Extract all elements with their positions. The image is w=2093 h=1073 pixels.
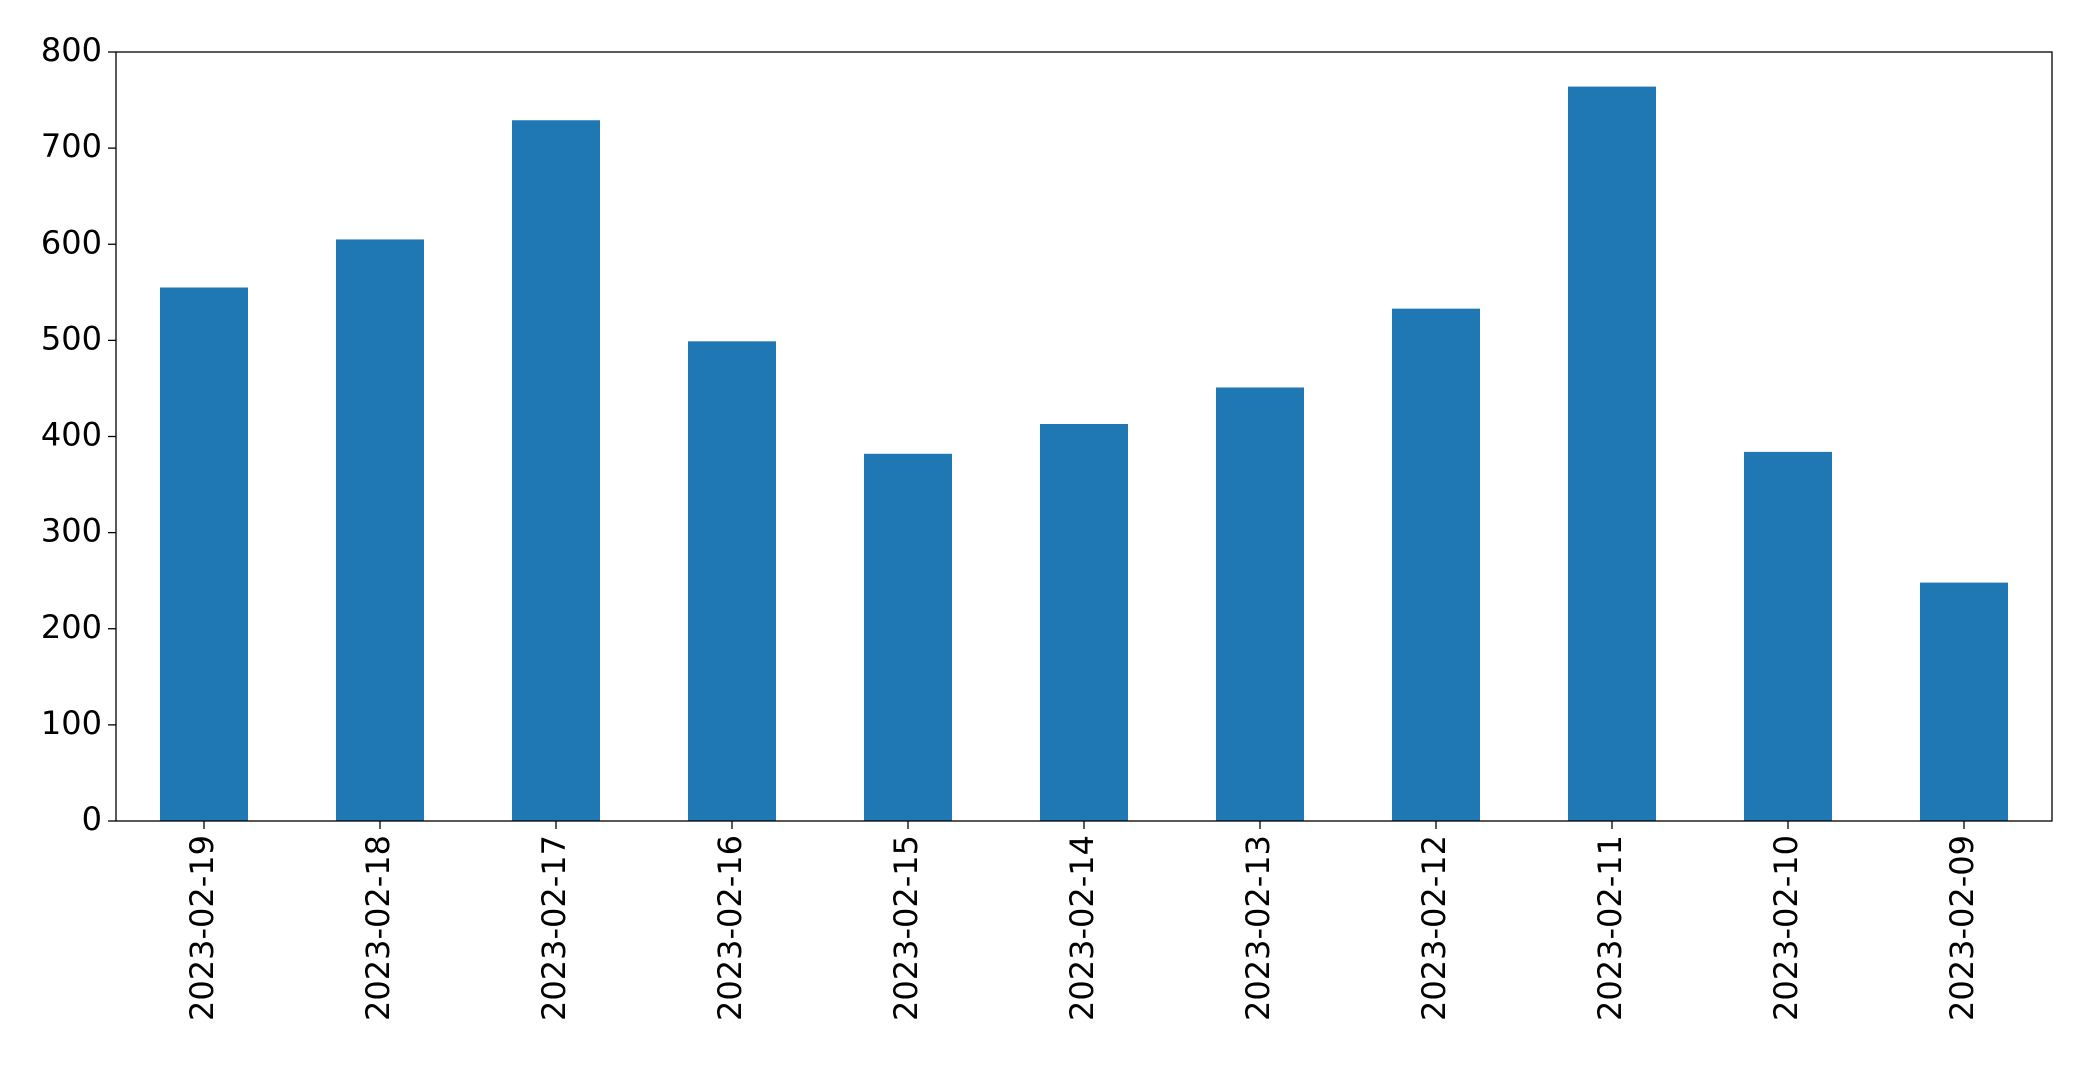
x-tick-label: 2023-02-10 — [1767, 835, 1805, 1021]
y-tick-label: 700 — [41, 127, 102, 165]
y-tick-label: 400 — [41, 416, 102, 454]
x-tick-label: 2023-02-09 — [1943, 835, 1981, 1021]
x-tick-label: 2023-02-11 — [1591, 835, 1629, 1021]
bar — [512, 120, 600, 821]
plot-frame — [115, 51, 2053, 822]
y-tick-label: 0 — [82, 800, 102, 838]
y-tick-label: 300 — [41, 512, 102, 550]
y-tick-label: 600 — [41, 223, 102, 261]
bar — [864, 453, 952, 821]
bar — [1568, 86, 1656, 822]
y-tick-label: 500 — [41, 319, 102, 357]
x-tick-label: 2023-02-14 — [1063, 835, 1101, 1021]
bar — [336, 239, 424, 822]
bar — [1392, 308, 1480, 821]
bar — [688, 341, 776, 821]
x-tick-label: 2023-02-17 — [535, 835, 573, 1021]
bar — [1040, 424, 1128, 821]
bar — [160, 287, 248, 822]
x-tick-label: 2023-02-16 — [711, 835, 749, 1021]
x-tick-label: 2023-02-18 — [359, 835, 397, 1021]
bar — [1744, 451, 1832, 821]
bar — [1920, 582, 2008, 821]
bar — [1216, 387, 1304, 821]
x-tick-label: 2023-02-13 — [1239, 835, 1277, 1021]
y-tick-label: 200 — [41, 608, 102, 646]
x-tick-label: 2023-02-15 — [887, 835, 925, 1021]
x-tick-label: 2023-02-19 — [183, 835, 221, 1021]
x-tick-label: 2023-02-12 — [1415, 835, 1453, 1021]
y-tick-label: 100 — [41, 704, 102, 742]
y-tick-label: 800 — [41, 31, 102, 69]
